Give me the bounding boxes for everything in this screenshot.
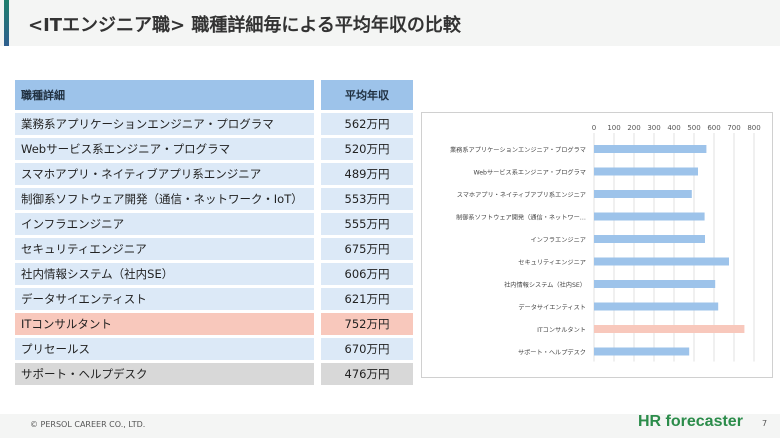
column-gap <box>314 363 321 385</box>
column-gap <box>314 163 321 185</box>
table-row: インフラエンジニア 555万円 <box>15 213 413 235</box>
hr-forecaster-logo: HR forecaster <box>638 413 743 430</box>
x-tick-label: 200 <box>627 124 640 132</box>
job-cell: ITコンサルタント <box>15 313 314 335</box>
x-tick-label: 500 <box>687 124 700 132</box>
bar <box>594 235 705 243</box>
category-label: サポート・ヘルプデスク <box>518 349 586 357</box>
column-gap <box>314 113 321 135</box>
header-job: 職種詳細 <box>15 80 314 110</box>
category-label: データサイエンティスト <box>518 304 586 312</box>
column-gap <box>314 80 321 110</box>
salary-bar-chart: 0 100 200 300 400 500 600 700 800 業務系アプリケーションエンジニ… <box>421 112 773 378</box>
column-gap <box>314 313 321 335</box>
job-cell: 社内情報システム（社内SE） <box>15 263 314 285</box>
highlight-bar <box>594 325 745 333</box>
job-cell: 制御系ソフトウェア開発（通信・ネットワーク・IoT） <box>15 188 314 210</box>
bar <box>594 280 716 288</box>
x-tick-label: 600 <box>707 124 720 132</box>
column-gap <box>314 188 321 210</box>
chart-svg: 0 100 200 300 400 500 600 700 800 業務系アプリケーションエンジニ… <box>450 124 761 362</box>
category-label: 制御系ソフトウェア開発（通信・ネットワー… <box>456 214 586 222</box>
table-row: セキュリティエンジニア 675万円 <box>15 238 413 260</box>
job-cell: インフラエンジニア <box>15 213 314 235</box>
table-row: 社内情報システム（社内SE） 606万円 <box>15 263 413 285</box>
category-label: Webサービス系エンジニア・プログラマ <box>474 169 587 177</box>
bar <box>594 347 690 356</box>
salary-cell: 675万円 <box>321 238 413 260</box>
salary-cell: 752万円 <box>321 313 413 335</box>
table-row: Webサービス系エンジニア・プログラマ 520万円 <box>15 138 413 160</box>
x-tick-label: 100 <box>607 124 620 132</box>
category-label: 業務系アプリケーションエンジニア・プログラマ <box>450 146 586 154</box>
category-label: 社内情報システム（社内SE） <box>504 281 586 289</box>
salary-table: 職種詳細 平均年収 業務系アプリケーションエンジニア・プログラマ 562万円 Web… <box>15 77 413 388</box>
job-cell: セキュリティエンジニア <box>15 238 314 260</box>
x-tick-label: 700 <box>727 124 740 132</box>
bar <box>594 190 692 198</box>
bar <box>594 302 719 311</box>
category-label: スマホアプリ・ネイティブアプリ系エンジニア <box>457 191 586 199</box>
category-label: インフラエンジニア <box>530 237 586 244</box>
column-gap <box>314 238 321 260</box>
table-row: 業務系アプリケーションエンジニア・プログラマ 562万円 <box>15 113 413 135</box>
table-row: 制御系ソフトウェア開発（通信・ネットワーク・IoT） 553万円 <box>15 188 413 210</box>
bar <box>594 257 729 266</box>
salary-cell: 670万円 <box>321 338 413 360</box>
column-gap <box>314 138 321 160</box>
salary-cell: 555万円 <box>321 213 413 235</box>
job-cell: 業務系アプリケーションエンジニア・プログラマ <box>15 113 314 135</box>
copyright-text: © PERSOL CAREER CO., LTD. <box>30 420 146 429</box>
x-tick-label: 0 <box>592 124 596 132</box>
table-row: プリセールス 670万円 <box>15 338 413 360</box>
table-row: サポート・ヘルプデスク 476万円 <box>15 363 413 385</box>
title-accent-bar <box>4 0 9 46</box>
column-gap <box>314 288 321 310</box>
salary-cell: 476万円 <box>321 363 413 385</box>
bar <box>594 145 707 153</box>
footer <box>0 414 780 438</box>
table-body: 業務系アプリケーションエンジニア・プログラマ 562万円 Webサービス系エンジニア… <box>15 113 413 385</box>
header-salary: 平均年収 <box>321 80 413 110</box>
table-row: スマホアプリ・ネイティブアプリ系エンジニア 489万円 <box>15 163 413 185</box>
table-row: データサイエンティスト 621万円 <box>15 288 413 310</box>
x-tick-label: 800 <box>747 124 760 132</box>
category-label: ITコンサルタント <box>537 326 586 334</box>
salary-cell: 562万円 <box>321 113 413 135</box>
salary-cell: 520万円 <box>321 138 413 160</box>
page-number: 7 <box>762 419 768 428</box>
salary-cell: 489万円 <box>321 163 413 185</box>
job-cell: スマホアプリ・ネイティブアプリ系エンジニア <box>15 163 314 185</box>
job-cell: Webサービス系エンジニア・プログラマ <box>15 138 314 160</box>
category-label: セキュリティエンジニア <box>518 260 586 267</box>
job-cell: データサイエンティスト <box>15 288 314 310</box>
column-gap <box>314 338 321 360</box>
job-cell: プリセールス <box>15 338 314 360</box>
job-cell: サポート・ヘルプデスク <box>15 363 314 385</box>
x-tick-label: 300 <box>647 124 660 132</box>
salary-cell: 553万円 <box>321 188 413 210</box>
column-gap <box>314 213 321 235</box>
salary-cell: 621万円 <box>321 288 413 310</box>
x-tick-label: 400 <box>667 124 680 132</box>
table-row: ITコンサルタント 752万円 <box>15 313 413 335</box>
title-bar: <ITエンジニア職> 職種詳細毎による平均年収の比較 <box>0 0 780 46</box>
table-header-row: 職種詳細 平均年収 <box>15 80 413 110</box>
column-gap <box>314 263 321 285</box>
salary-cell: 606万円 <box>321 263 413 285</box>
bar <box>594 167 698 176</box>
bar <box>594 212 705 221</box>
page-title: <ITエンジニア職> 職種詳細毎による平均年収の比較 <box>28 15 461 36</box>
